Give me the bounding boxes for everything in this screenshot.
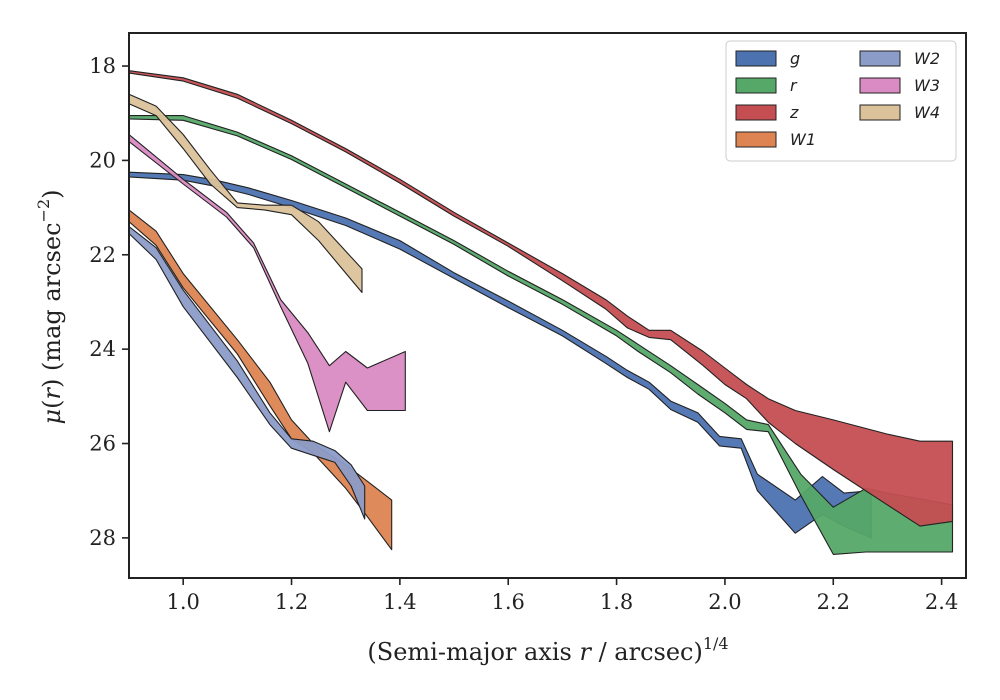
area-w3 (129, 133, 406, 433)
legend-swatch-w2 (859, 50, 901, 67)
legend-label-z: z (789, 103, 799, 122)
x-tick-label: 2.0 (708, 590, 741, 614)
y-tick-label: 20 (89, 148, 116, 172)
legend-swatch-w3 (859, 77, 901, 94)
legend-swatch-w4 (859, 104, 901, 121)
legend: grz W1 W2 W3 W4 (725, 40, 957, 162)
y-axis-label: μ(r) (mag arcsec−2) (34, 189, 66, 424)
y-tick-label: 26 (89, 432, 116, 456)
y-tick-label: 24 (89, 337, 116, 361)
legend-swatch-z (735, 104, 777, 121)
x-tick-label: 1.2 (275, 590, 308, 614)
x-tick-label: 1.8 (600, 590, 633, 614)
legend-label-r: r (790, 76, 798, 95)
legend-label-w1: W1 (790, 130, 816, 149)
series-areas (129, 70, 954, 555)
legend-label-w3: W3 (914, 76, 940, 95)
y-tick-label: 22 (89, 243, 116, 267)
area-w1 (129, 209, 393, 551)
x-axis-label: (Semi-major axis r / arcsec)1/4 (367, 634, 728, 666)
legend-label-g: g (790, 49, 800, 68)
axis-ticks: 1.0 1.2 1.4 1.6 1.8 2.0 2.2 2.4 18 20 22 24 26 28 (89, 54, 958, 614)
x-tick-label: 1.4 (383, 590, 416, 614)
legend-swatch-w1 (735, 131, 777, 148)
x-tick-label: 2.4 (925, 590, 958, 614)
y-tick-label: 28 (89, 526, 116, 550)
y-tick-label: 18 (89, 54, 116, 78)
legend-swatch-r (735, 77, 777, 94)
legend-box (725, 40, 957, 162)
legend-swatch-g (735, 50, 777, 67)
area-w2 (129, 225, 366, 520)
area-w4 (129, 93, 363, 294)
x-tick-label: 1.6 (492, 590, 525, 614)
legend-label-w4: W4 (914, 103, 940, 122)
area-r (129, 115, 954, 555)
x-tick-label: 2.2 (817, 590, 850, 614)
plot-frame (128, 32, 967, 579)
x-tick-label: 1.0 (166, 590, 199, 614)
area-z (129, 70, 954, 527)
legend-label-w2: W2 (914, 49, 940, 68)
